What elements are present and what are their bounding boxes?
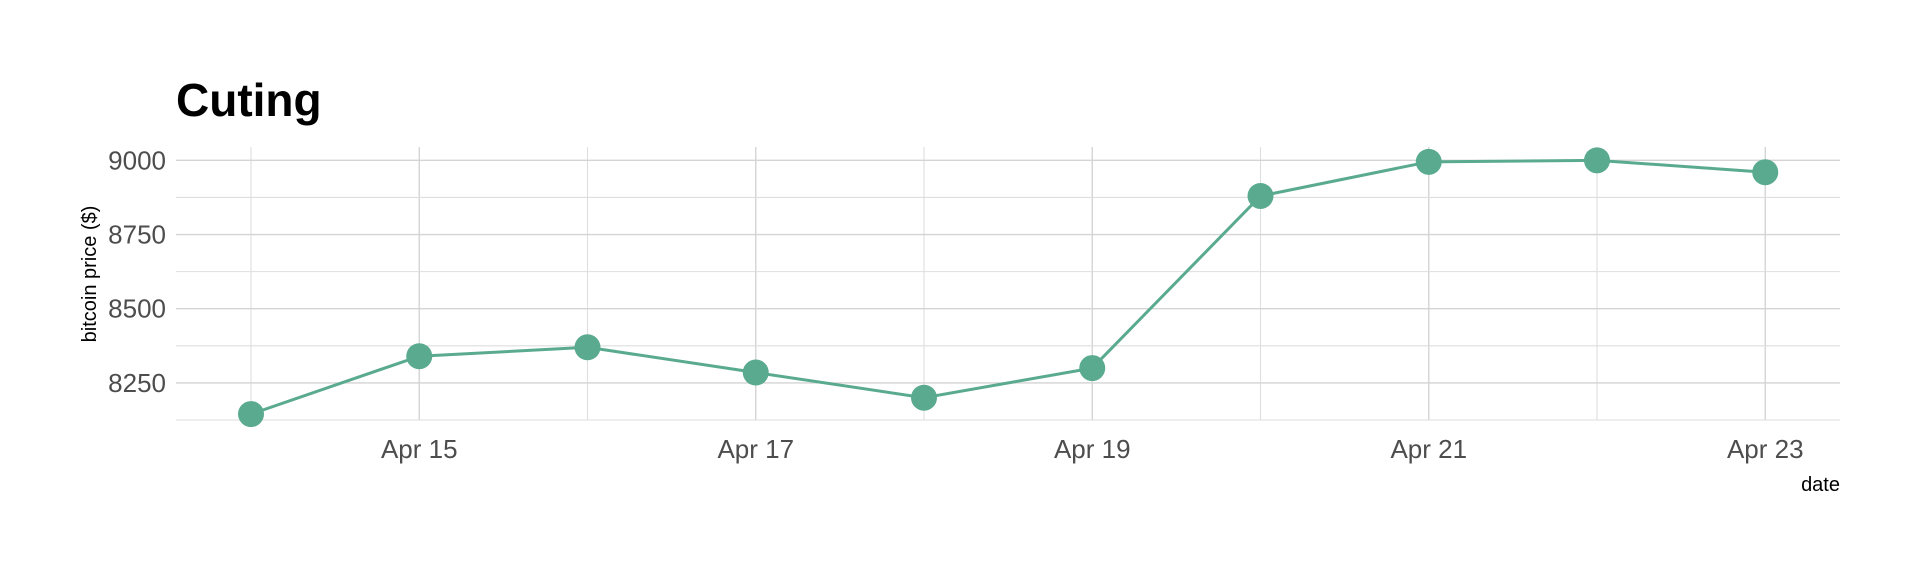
data-point [238, 401, 264, 428]
y-tick-label: 9000 [108, 145, 166, 175]
data-point [1584, 147, 1610, 174]
grid [176, 147, 1840, 421]
x-tick-label: Apr 21 [1390, 434, 1467, 464]
x-tick-label: Apr 15 [381, 434, 458, 464]
data-point [911, 384, 937, 411]
tick-labels: 8250 8500 8750 9000 Apr 15 Apr 17 Apr 19 Apr 21… [108, 145, 1803, 464]
y-tick-label: 8250 [108, 368, 166, 398]
x-tick-label: Apr 17 [717, 434, 794, 464]
y-axis-label: bitcoin price ($) [79, 206, 101, 343]
data-point [406, 343, 433, 370]
data-point [1079, 355, 1106, 382]
y-tick-label: 8750 [108, 220, 166, 250]
data-point [574, 334, 601, 361]
x-axis-label: date [1801, 474, 1840, 496]
x-tick-label: Apr 23 [1727, 434, 1804, 464]
x-tick-label: Apr 19 [1054, 434, 1131, 464]
y-tick-label: 8500 [108, 294, 166, 324]
data-point [1752, 159, 1779, 186]
chart-title: Cuting [176, 74, 322, 126]
data-point [1247, 182, 1274, 209]
series-layer [238, 147, 1779, 428]
data-point [1415, 148, 1442, 175]
series-line [250, 158, 1766, 416]
data-point [742, 359, 769, 386]
